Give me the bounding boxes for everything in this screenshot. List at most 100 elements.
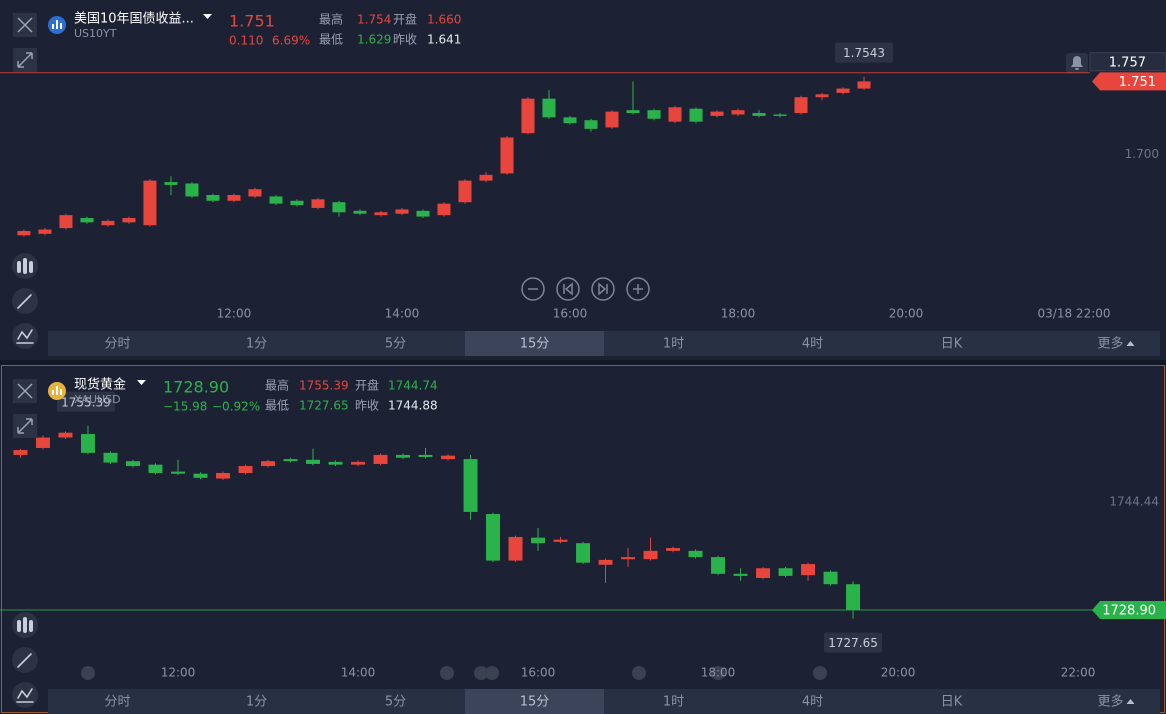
instrument-dropdown[interactable]	[137, 380, 146, 385]
event-marker[interactable]	[813, 666, 827, 680]
x-tick-label: 16:00	[521, 666, 556, 680]
candle-body	[794, 97, 808, 114]
expand-icon	[17, 52, 33, 68]
candle-body	[689, 108, 703, 122]
candle-body	[479, 174, 493, 181]
x-tick-label: 22:00	[1061, 666, 1096, 680]
candle-body	[857, 81, 871, 89]
x-tick-label: 12:00	[161, 666, 196, 680]
candle-body	[846, 584, 861, 610]
stat-label: 最低	[265, 399, 289, 413]
stat-label: 最低	[319, 33, 343, 47]
candle-body	[823, 571, 838, 585]
candle-body	[36, 437, 50, 448]
stat-value: 1755.39	[299, 379, 349, 393]
x-tick-label: 18:00	[721, 307, 756, 321]
logo-glyph	[52, 386, 62, 395]
timeframe-label[interactable]: 分时	[104, 337, 130, 352]
timeframe-label[interactable]: 日K	[941, 695, 963, 710]
candles	[17, 76, 871, 237]
event-marker[interactable]	[474, 666, 488, 680]
x-tick-label: 20:00	[889, 307, 924, 321]
candle-body	[332, 202, 346, 213]
timeframe-label[interactable]: 5分	[385, 695, 406, 710]
candle-body	[778, 568, 793, 576]
candle-body	[801, 564, 816, 576]
instrument-code: US10YT	[74, 27, 117, 40]
instrument-name[interactable]: 现货黄金	[74, 377, 126, 393]
candle-body	[463, 459, 478, 512]
tool-icon	[17, 617, 33, 633]
candle-body	[688, 550, 703, 558]
candle-body	[508, 536, 523, 561]
stat-value: 1744.74	[388, 379, 438, 393]
timeframe-label[interactable]: 5分	[385, 337, 406, 352]
instrument-name[interactable]: 美国10年国债收益...	[74, 12, 194, 27]
timeframe-label[interactable]: 分时	[104, 695, 130, 710]
candle-body	[836, 88, 850, 93]
x-tick-label: 20:00	[881, 666, 916, 680]
alert-bell[interactable]	[1066, 53, 1088, 73]
timeframe-tab[interactable]	[1021, 331, 1160, 356]
candle-body	[458, 180, 472, 203]
last-price-pill	[1092, 600, 1166, 619]
event-markers	[81, 666, 827, 680]
candle-body	[351, 461, 365, 465]
icon	[563, 282, 573, 296]
price-change: −15.98	[163, 400, 207, 414]
price-change: 0.110	[229, 34, 263, 48]
more-arrow	[1126, 699, 1135, 704]
event-marker[interactable]	[440, 666, 454, 680]
timeframe-tab[interactable]	[1021, 689, 1160, 714]
timeframe-label[interactable]: 更多	[1097, 336, 1123, 352]
stat-label: 昨收	[355, 399, 379, 413]
timeframe-label[interactable]: 1分	[246, 337, 267, 352]
candle-body	[306, 459, 320, 464]
candle-body	[643, 550, 658, 560]
scroll-end-button[interactable]	[591, 277, 615, 301]
candle-body	[500, 137, 514, 174]
event-marker[interactable]	[711, 666, 725, 680]
candle-body	[185, 183, 199, 197]
candle-body	[416, 210, 430, 217]
timeframe-label[interactable]: 1时	[663, 337, 684, 352]
timeframe-label[interactable]: 4时	[802, 337, 823, 352]
timeframe-tab-active[interactable]	[465, 689, 604, 714]
candle-body	[731, 110, 745, 115]
zoom-out-button[interactable]	[521, 277, 545, 301]
candle-body	[269, 196, 283, 204]
timeframe-label[interactable]: 日K	[941, 337, 963, 352]
price-marker-label: 1.7543	[843, 46, 885, 60]
timeframe-label[interactable]: 更多	[1097, 694, 1123, 710]
close-icon	[17, 383, 33, 399]
candle-body	[668, 107, 682, 122]
instrument-dropdown[interactable]	[203, 14, 212, 19]
price-change-pct: 6.69%	[272, 34, 310, 48]
zoom-in-button[interactable]	[626, 277, 650, 301]
event-marker[interactable]	[81, 666, 95, 680]
scroll-start-button[interactable]	[556, 277, 580, 301]
last-price: 1.751	[229, 12, 275, 31]
timeframe-label[interactable]: 15分	[520, 695, 550, 710]
candle-body	[101, 220, 115, 226]
candle-body	[81, 434, 95, 453]
stat-label: 开盘	[393, 12, 417, 27]
candles	[13, 425, 861, 619]
timeframe-label[interactable]: 4时	[802, 695, 823, 710]
tool-icon	[17, 258, 33, 274]
timeframe-label[interactable]: 1时	[663, 695, 684, 710]
last-price-pill	[1092, 72, 1166, 91]
y-tick-label: 1744.44	[1109, 494, 1159, 508]
event-marker[interactable]	[632, 666, 646, 680]
timeframe-label[interactable]: 15分	[520, 337, 550, 352]
stat-value: 1.641	[427, 33, 461, 47]
close-icon	[17, 17, 33, 33]
last-price-label: 1.751	[1119, 75, 1156, 90]
stat-label: 最高	[319, 12, 343, 27]
timeframe-label[interactable]: 1分	[246, 695, 267, 710]
candle-body	[148, 464, 163, 473]
candle-body	[261, 461, 275, 467]
candle-body	[756, 568, 771, 578]
timeframe-tab-active[interactable]	[465, 331, 604, 356]
event-marker[interactable]	[485, 666, 499, 680]
